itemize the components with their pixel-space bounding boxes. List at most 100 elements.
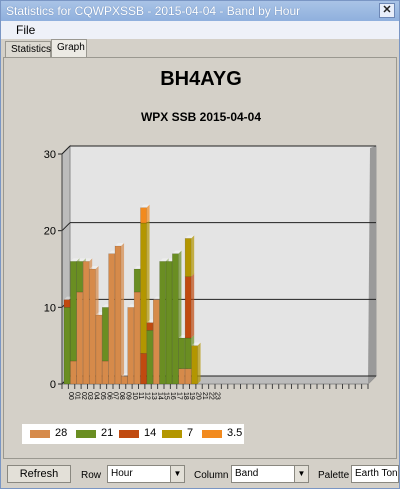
y-tick-label: 20 [44,226,56,238]
x-tick-label: 20 [195,392,202,400]
palette-label: Palette [318,470,350,481]
bar-segment-21 [70,261,77,362]
x-tick-label: 02 [80,392,87,400]
chevron-down-icon[interactable]: ▼ [294,466,308,482]
tab-graph[interactable]: Graph [51,39,87,58]
bar-segment-28 [102,360,109,385]
legend-swatch [119,430,139,438]
chevron-down-icon[interactable]: ▼ [170,466,184,482]
legend-swatch [30,430,50,438]
menu-bar: File [1,21,399,39]
tab-statistics[interactable]: Statistics [5,41,51,58]
row-label: Row [81,470,102,481]
bar-segment-28 [184,368,192,385]
x-tick-label: 03 [86,392,93,400]
title-bar: Statistics for CQWPXSSB - 2015-04-04 - B… [1,1,399,21]
bar-segment-28 [114,245,122,385]
bar-segment-7 [191,345,198,385]
x-tick-label: 01 [73,392,80,400]
x-tick-label: 21 [201,392,208,400]
x-tick-label: 10 [131,392,138,400]
bar-top [70,258,80,262]
x-tick-label: 22 [207,392,214,400]
bar-segment-14 [140,353,147,385]
bar-segment-28 [133,291,141,385]
tab-strip: Statistics Graph [1,39,399,58]
x-tick-label: 05 [99,392,106,400]
x-tick-label: 12 [144,392,151,400]
x-tick-label: 13 [150,392,157,400]
x-tick-label: 09 [124,392,131,400]
x-tick-label: 16 [169,392,176,400]
x-tick-label: 11 [137,392,144,399]
bar-side-14 [191,273,195,338]
bar-segment-21 [172,253,179,385]
plot-right-edge [368,146,376,384]
x-tick-label: 06 [105,392,112,400]
x-tick-label: 15 [163,392,170,400]
bar-side-7 [197,342,201,384]
x-tick-label: 07 [112,392,119,400]
legend-label: 7 [187,427,194,439]
x-tick-label: 19 [188,392,195,400]
bar-top [115,243,125,246]
bar-segment-7 [140,222,147,354]
y-tick-label: 10 [44,302,56,314]
bar-segment-28 [127,307,135,385]
bar-segment-21 [102,307,109,362]
bar-segment-21 [76,261,84,293]
graph-panel: BH4AYG WPX SSB 2015-04-04 0 10 20 30 00 01 02 0… [3,57,397,459]
bar-segment-14 [184,276,192,339]
bar-segment-28 [121,376,128,385]
x-tick-label: 23 [214,392,221,400]
legend-swatch [76,430,96,438]
x-tick-label: 14 [156,392,163,400]
legend-label: 21 [101,427,114,439]
close-icon[interactable]: ✕ [379,3,395,18]
y-tick-label: 0 [50,379,56,391]
bar-side-28 [121,243,125,384]
bar-segment-28 [82,261,90,385]
window-title: Statistics for CQWPXSSB - 2015-04-04 - B… [6,4,301,18]
column-select[interactable]: Band ▼ [231,465,309,483]
row-select[interactable]: Hour ▼ [107,465,185,483]
legend-label: 28 [55,427,68,439]
bar-side-3.5 [146,204,150,223]
chart-title: BH4AYG [160,68,242,90]
x-tick-label: 18 [182,392,189,400]
bar-top [185,235,195,239]
bar-top [172,250,182,254]
bar-top [159,258,169,262]
x-tick-label: 00 [67,392,74,400]
gridline-side [61,145,71,155]
y-tick-label: 30 [44,149,56,161]
menu-file[interactable]: File [16,23,36,37]
row-select-value: Hour [111,468,133,479]
x-tick-label: 17 [175,392,182,400]
bar-top [191,342,201,346]
bar-side-7 [191,235,195,277]
bar-segment-21 [178,337,186,369]
bar-segment-14 [146,322,154,331]
bar-segment-28 [76,291,84,385]
bar-segment-21 [63,307,71,385]
bar-segment-21 [146,330,154,385]
column-select-value: Band [235,468,259,479]
gridline-side [61,222,71,232]
bar-top [89,266,99,269]
x-tick-label: 04 [93,392,100,400]
bar-top [76,258,86,262]
bar-segment-28 [108,253,115,385]
legend-label: 14 [144,427,157,439]
refresh-button[interactable]: Refresh [7,465,71,483]
legend-label: 3.5 [227,427,243,439]
bar-segment-14 [63,299,71,308]
bar-segment-7 [184,238,192,277]
x-tick-label: 08 [118,392,125,400]
bar-segment-28 [89,268,96,385]
column-label: Column [194,470,229,481]
palette-field[interactable]: Earth Tones [351,465,399,483]
bar-segment-21 [159,261,166,385]
